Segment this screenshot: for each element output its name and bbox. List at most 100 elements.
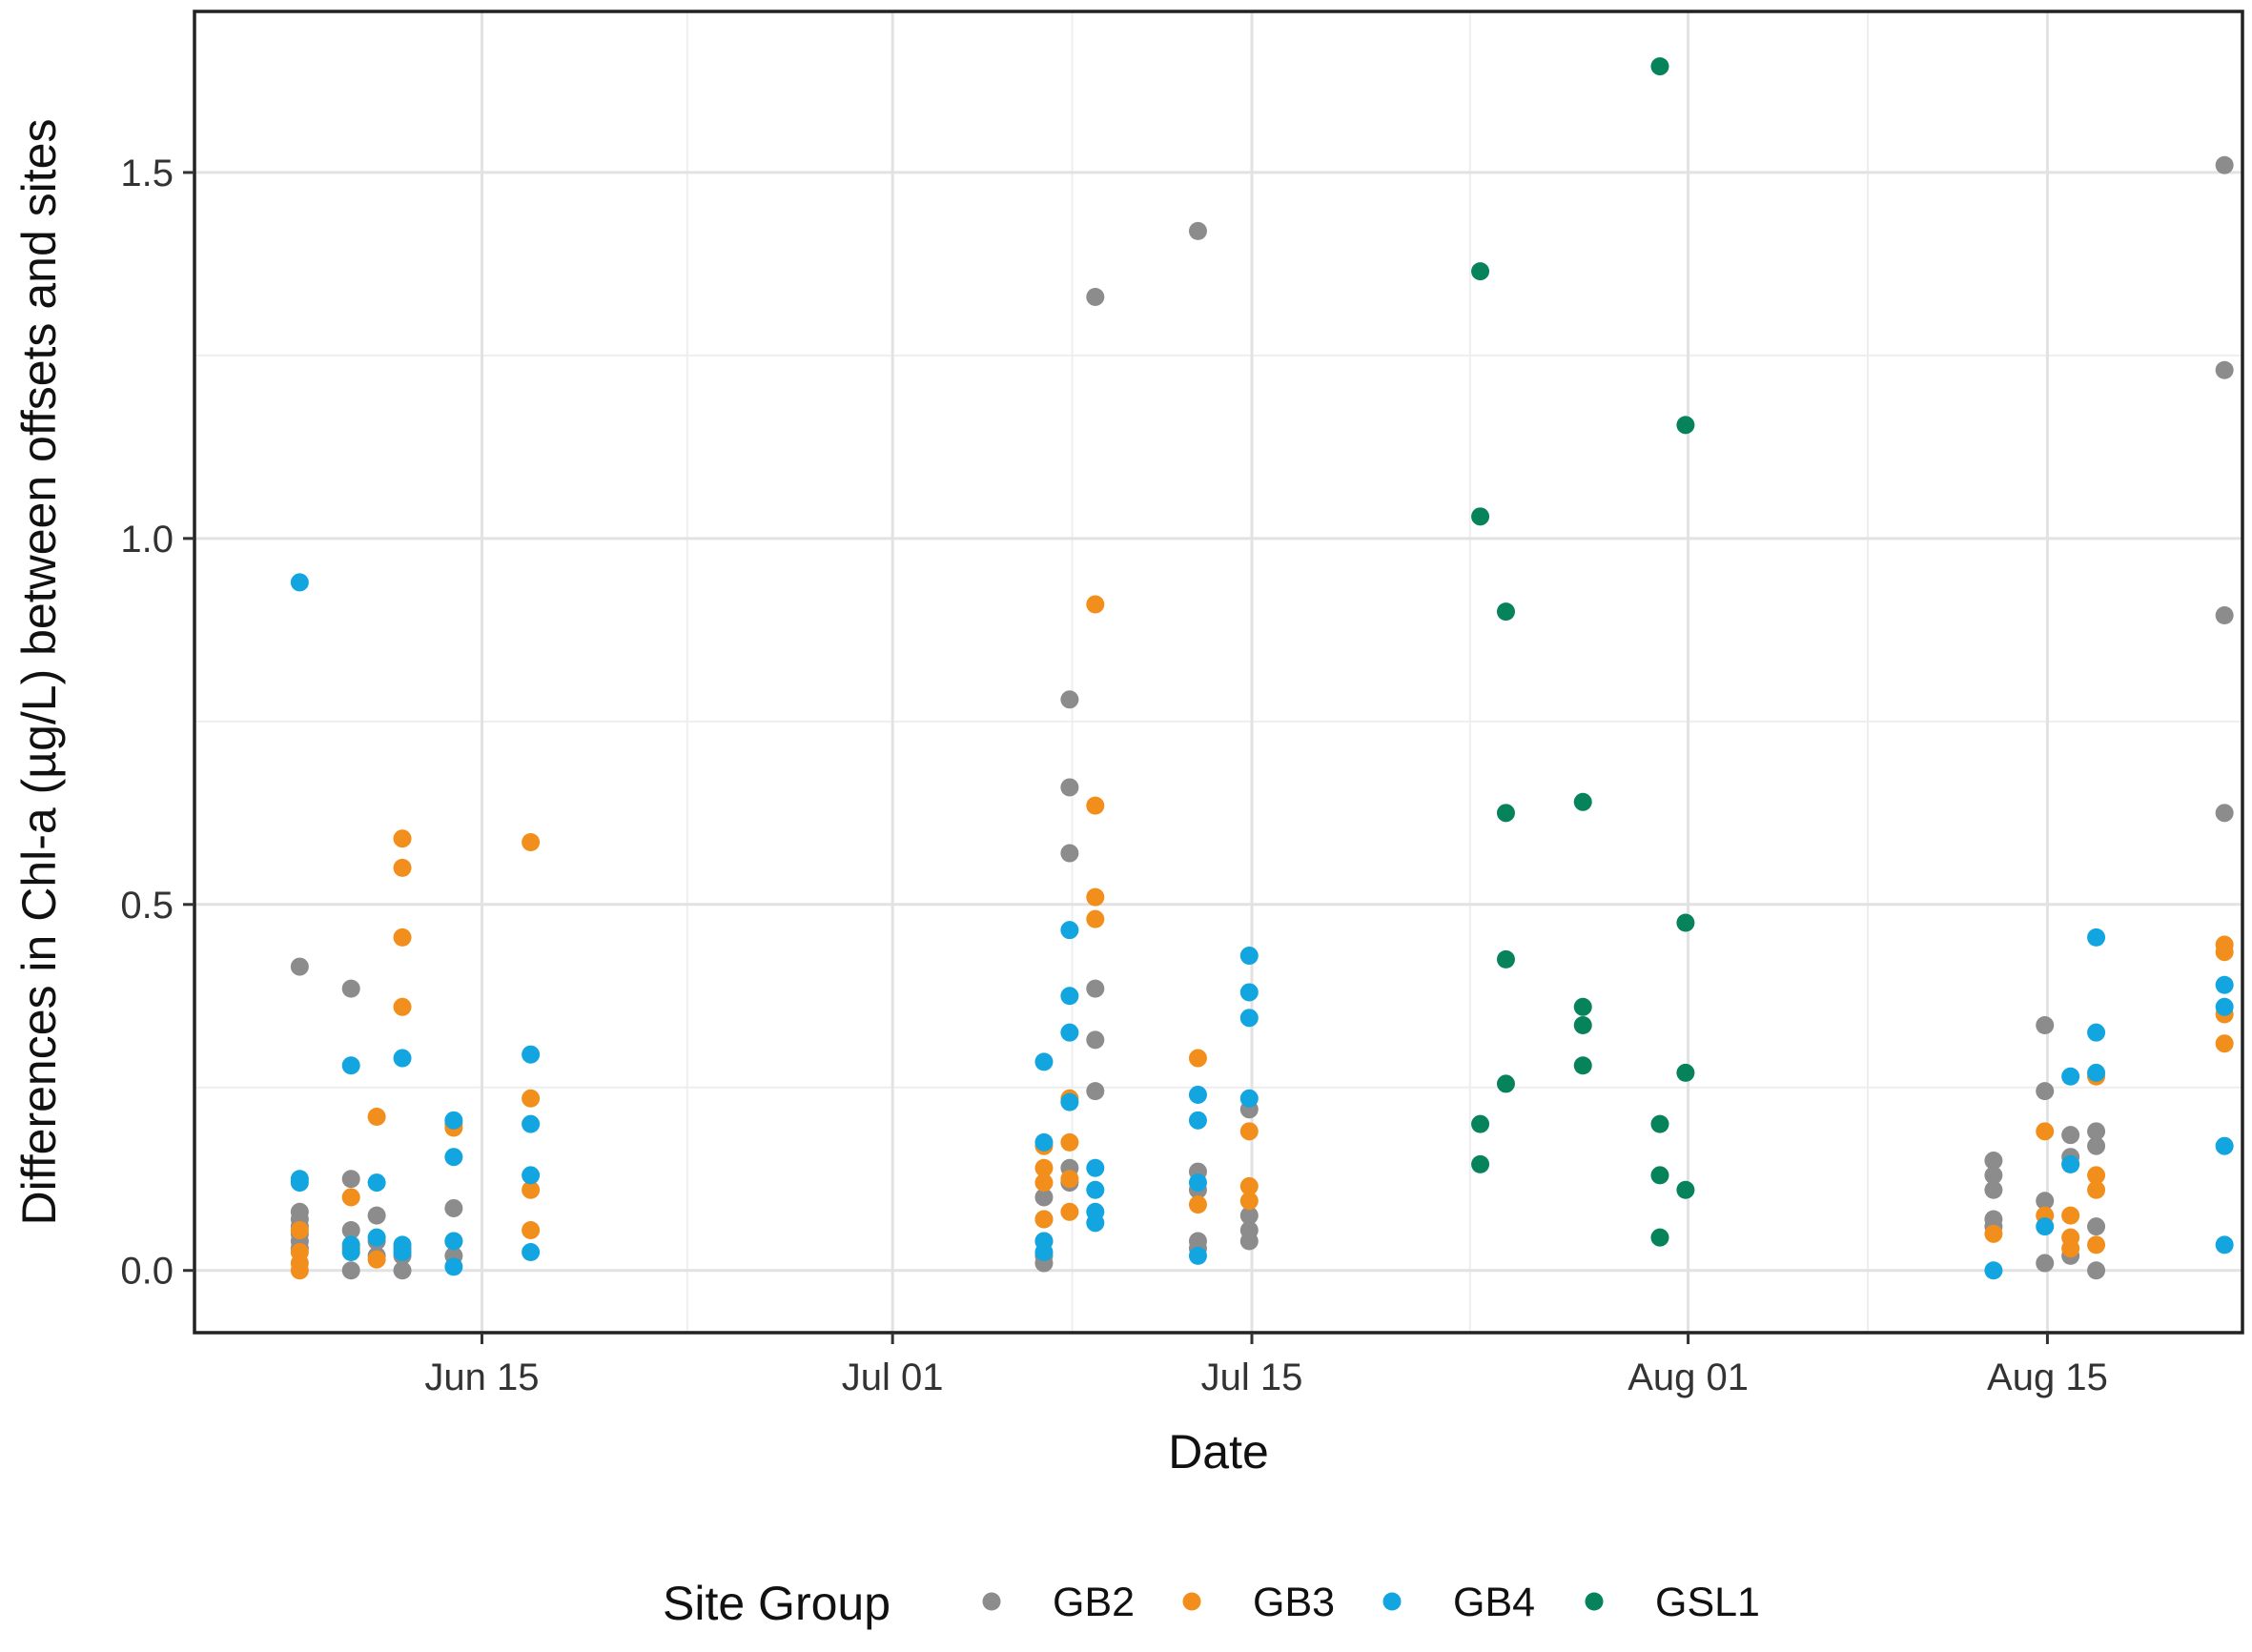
data-point (1650, 1228, 1669, 1247)
data-point (2036, 1122, 2055, 1141)
data-point (2061, 1067, 2080, 1086)
x-tick-label: Jul 01 (842, 1356, 944, 1398)
data-point (522, 1243, 541, 1262)
data-point (1060, 987, 1079, 1006)
data-point (2036, 1217, 2055, 1236)
data-point (1086, 1030, 1105, 1050)
data-point (1239, 1192, 1259, 1211)
data-point (1060, 1023, 1079, 1042)
data-point (1086, 887, 1105, 907)
data-point (1471, 1114, 1490, 1133)
data-point (1034, 1243, 1054, 1262)
data-point (2036, 1192, 2055, 1211)
data-point (341, 1188, 360, 1207)
data-point (290, 957, 309, 976)
data-point (1086, 287, 1105, 306)
data-point (2215, 943, 2234, 962)
data-point (1086, 1158, 1105, 1177)
data-point (1188, 1085, 1207, 1104)
data-point (393, 997, 412, 1016)
data-point (2087, 1063, 2106, 1082)
data-point (1984, 1152, 2003, 1171)
data-point (393, 829, 412, 848)
data-point (1676, 1063, 1695, 1082)
y-tick-label: 1.0 (120, 519, 174, 561)
data-point (2061, 1206, 2080, 1225)
data-point (367, 1250, 386, 1269)
data-point (2215, 997, 2234, 1016)
data-point (1188, 1111, 1207, 1130)
legend-key (1182, 1592, 1201, 1611)
data-point (1060, 921, 1079, 940)
data-point (1034, 1173, 1054, 1193)
data-point (1086, 1214, 1105, 1233)
legend-items: GB2 GB3 GB4 GSL1 (982, 1580, 1760, 1625)
x-tick-label: Aug 01 (1628, 1356, 1749, 1398)
x-tick-label: Jun 15 (424, 1356, 539, 1398)
data-point (522, 1220, 541, 1239)
y-tick-label: 0.0 (120, 1251, 174, 1293)
data-point (1034, 1132, 1054, 1152)
data-point (1060, 1202, 1079, 1221)
data-point (522, 1089, 541, 1108)
data-point (1239, 1089, 1259, 1108)
legend-key (1585, 1592, 1604, 1611)
data-point (1239, 1122, 1259, 1141)
legend-label: GSL1 (1655, 1580, 1760, 1625)
data-point (1650, 57, 1669, 76)
data-point (2087, 1235, 2106, 1254)
data-point (2036, 1254, 2055, 1273)
data-point (367, 1107, 386, 1126)
data-point (1984, 1180, 2003, 1199)
data-point (444, 1111, 463, 1130)
data-point (2087, 1122, 2106, 1141)
data-point (2036, 1015, 2055, 1034)
data-point (2215, 360, 2234, 379)
y-tick-label: 1.5 (120, 153, 174, 194)
x-tick-label: Jul 15 (1201, 1356, 1303, 1398)
data-point (1573, 997, 1592, 1016)
data-point (341, 979, 360, 998)
data-point (1034, 1052, 1054, 1071)
y-axis-title: Differences in Chl-a (µg/L) between offs… (12, 119, 66, 1226)
data-point (2087, 1180, 2106, 1199)
legend-title: Site Group (663, 1577, 891, 1630)
series-gb3 (290, 595, 2234, 1280)
data-point (2215, 155, 2234, 174)
data-point (1086, 979, 1105, 998)
data-point (290, 1220, 309, 1239)
data-point (444, 1232, 463, 1251)
data-point (290, 573, 309, 592)
data-point (1060, 1170, 1079, 1189)
data-point (2087, 1166, 2106, 1185)
data-point (1471, 262, 1490, 281)
data-point (2036, 1082, 2055, 1101)
data-point (290, 1261, 309, 1280)
data-point (1239, 1176, 1259, 1195)
x-axis-title: Date (1168, 1425, 1269, 1479)
series-gsl1 (1471, 57, 1695, 1247)
data-point (1060, 778, 1079, 797)
data-point (1676, 1180, 1695, 1199)
data-point (290, 1173, 309, 1193)
y-tick-label: 0.5 (120, 885, 174, 927)
data-point (393, 928, 412, 947)
data-point (1239, 947, 1259, 966)
data-point (1034, 1188, 1054, 1207)
data-point (1496, 602, 1515, 622)
data-point (2087, 1217, 2106, 1236)
legend-item-gb3: GB3 (1182, 1580, 1335, 1625)
data-point (1086, 1180, 1105, 1199)
data-point (1239, 1009, 1259, 1028)
data-point (2215, 804, 2234, 823)
series-gb4 (290, 573, 2234, 1280)
data-point (1496, 804, 1515, 823)
legend-key (1382, 1592, 1402, 1611)
data-point (1188, 1246, 1207, 1265)
data-point (1239, 1206, 1259, 1225)
data-point (1034, 1210, 1054, 1229)
data-point (393, 1049, 412, 1068)
data-point (1034, 1158, 1054, 1177)
data-point (444, 1148, 463, 1167)
